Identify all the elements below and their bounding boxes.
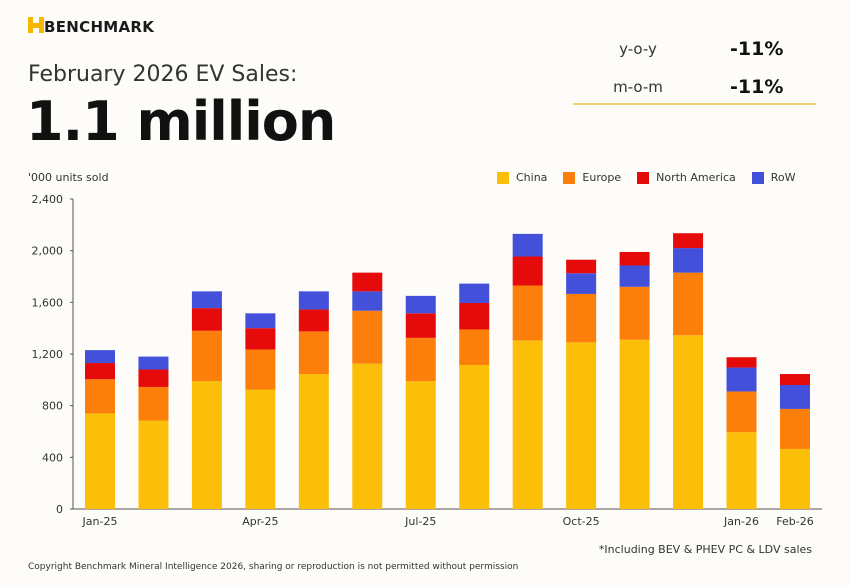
yoy-label: y-o-y [619,40,657,58]
bar-row-aug-25 [459,283,490,303]
footnote: *Including BEV & PHEV PC & LDV sales [598,543,812,556]
bar-europe-jan-25 [85,379,115,414]
bar-row-dec-25 [673,248,704,273]
x-tick-label: Jul-25 [404,515,436,528]
y-tick-label: 800 [42,400,63,413]
bar-north-america-jan-25 [85,363,115,380]
legend-label: North America [656,171,736,184]
bar-europe-mar-25 [191,330,222,382]
bar-china-dec-25 [673,335,704,509]
y-tick-label: 400 [42,451,63,464]
bar-europe-may-25 [298,331,329,375]
legend-item-europe: Europe [563,171,621,184]
bar-row-may-25 [298,291,329,310]
legend: China Europe North America RoW [497,171,796,184]
x-tick-label: Jan-25 [82,515,118,528]
copyright: Copyright Benchmark Mineral Intelligence… [28,562,519,572]
bar-europe-feb-26 [779,408,810,449]
bar-row-nov-25 [619,265,650,287]
bar-row-feb-26 [779,385,810,409]
bar-china-nov-25 [619,339,650,509]
kpi-divider [573,103,816,105]
bar-north-america-nov-25 [619,251,650,266]
bar-europe-jun-25 [352,310,383,364]
legend-item-row: RoW [751,171,796,184]
y-tick-label: 2,000 [32,245,64,258]
bar-row-feb-25 [138,356,169,370]
bar-row-jan-25 [85,350,115,364]
bar-north-america-apr-25 [245,328,276,350]
y-tick-label: 2,400 [32,193,64,206]
brand-name: BENCHMARK [44,18,155,36]
bar-europe-apr-25 [245,349,276,390]
legend-item-china: China [497,171,547,184]
x-tick-label: Jan-26 [723,515,759,528]
y-tick-label: 1,600 [32,296,64,309]
mom-value: -11% [730,76,784,98]
bar-china-feb-25 [138,420,169,509]
legend-swatch [637,171,650,184]
bar-china-feb-26 [779,448,810,509]
bar-north-america-jan-26 [726,357,757,368]
x-tick-label: Oct-25 [563,515,600,528]
bar-north-america-dec-25 [673,233,704,249]
bar-north-america-jun-25 [352,272,383,292]
bar-china-oct-25 [566,342,597,509]
bar-china-apr-25 [245,389,276,509]
bar-europe-jul-25 [405,337,436,382]
legend-swatch [497,171,509,184]
bar-north-america-oct-25 [566,259,597,274]
bar-europe-dec-25 [673,272,704,336]
bar-row-jul-25 [405,295,436,314]
bar-north-america-may-25 [298,309,329,332]
legend-swatch [751,171,764,184]
bar-europe-feb-25 [138,386,169,421]
bar-china-sep-25 [512,340,543,509]
bar-row-jun-25 [352,291,383,311]
bar-north-america-feb-26 [779,374,810,385]
bar-europe-nov-25 [619,286,650,340]
mom-label: m-o-m [613,78,663,96]
legend-label: Europe [582,171,622,184]
bar-europe-sep-25 [512,285,543,341]
bar-china-jul-25 [405,381,436,509]
x-tick-label: Apr-25 [242,515,278,528]
bar-row-apr-25 [245,313,276,329]
bar-row-jan-26 [726,367,757,392]
legend-label: RoW [770,171,796,184]
page-title: February 2026 EV Sales: [28,62,298,87]
bar-row-oct-25 [566,273,597,294]
bar-europe-oct-25 [566,293,597,343]
legend-item-north-america: North America [637,171,736,184]
bar-china-jan-26 [726,432,757,509]
bar-china-mar-25 [191,381,222,509]
bar-north-america-aug-25 [459,302,490,330]
bar-europe-aug-25 [459,329,490,365]
y-tick-label: 1,200 [32,348,64,361]
bar-china-jun-25 [352,363,383,509]
bar-row-sep-25 [512,233,543,257]
bar-north-america-feb-25 [138,369,169,387]
legend-swatch [563,171,576,184]
bar-north-america-sep-25 [512,256,543,286]
bar-north-america-jul-25 [405,313,436,338]
legend-label: China [516,171,548,184]
x-tick-label: Feb-26 [776,515,813,528]
bar-china-aug-25 [459,364,490,509]
bar-north-america-mar-25 [191,308,222,331]
y-axis-label: '000 units sold [28,171,109,184]
benchmark-logo-icon [28,17,44,33]
headline-value: 1.1 million [26,90,336,153]
yoy-value: -11% [730,38,784,60]
bar-europe-jan-26 [726,391,757,433]
bar-row-mar-25 [191,291,222,309]
y-tick-label: 0 [56,503,63,516]
bar-china-may-25 [298,374,329,509]
bar-china-jan-25 [85,413,115,509]
